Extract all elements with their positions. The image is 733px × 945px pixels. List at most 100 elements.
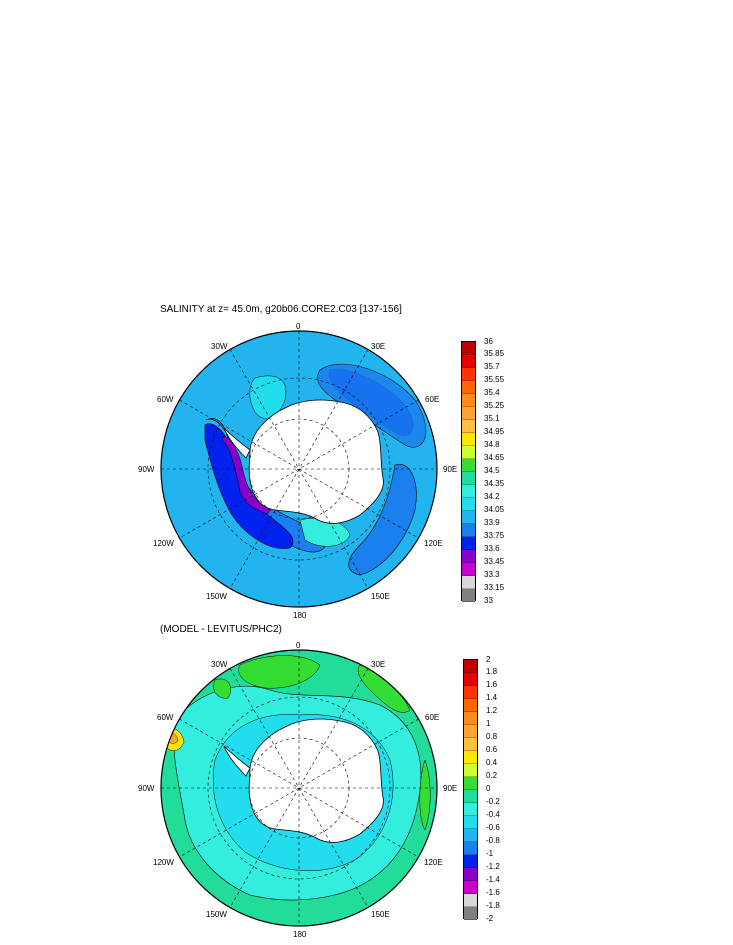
legend-swatch xyxy=(462,485,475,498)
legend-swatch xyxy=(464,842,477,855)
legend-tick: 33 xyxy=(484,596,493,605)
graticule xyxy=(161,331,437,607)
legend-swatch xyxy=(462,420,475,433)
legend-tick: 34.95 xyxy=(484,427,505,436)
legend-swatch xyxy=(464,816,477,829)
lon-label-150e: 150E xyxy=(371,592,390,601)
map-ocean-fill xyxy=(161,650,437,926)
legend-swatch xyxy=(462,576,475,589)
legend-swatch xyxy=(464,660,477,673)
legend-swatch xyxy=(462,459,475,472)
legend-tick: -1.6 xyxy=(486,888,500,897)
legend-swatch xyxy=(464,868,477,881)
diff-region-yellow xyxy=(164,727,185,751)
legend-tick: 34.05 xyxy=(484,505,505,514)
diff-region-green-west xyxy=(213,678,231,699)
legend-tick: 1.2 xyxy=(486,706,498,715)
legend-tick: 35.55 xyxy=(484,375,505,384)
legend-tick: 34.8 xyxy=(484,440,500,449)
legend-swatch xyxy=(464,881,477,894)
legend-swatch xyxy=(462,472,475,485)
lon-label-180: 180 xyxy=(293,930,307,939)
lon-label-90w: 90W xyxy=(138,465,155,474)
legend-swatch xyxy=(464,855,477,868)
legend-swatch xyxy=(464,803,477,816)
legend-colorbar xyxy=(461,341,476,602)
legend-tick: 1.4 xyxy=(486,693,498,702)
legend-tick: 33.45 xyxy=(484,557,505,566)
legend-difference: 2 1.8 1.6 1.4 1.2 1 0.8 0.6 0.4 0.2 0 -0… xyxy=(463,655,523,923)
legend-tick: 34.35 xyxy=(484,479,505,488)
diff-region-green-north xyxy=(238,655,321,689)
legend-swatch xyxy=(462,355,475,368)
legend-swatch xyxy=(464,699,477,712)
legend-tick: 0.8 xyxy=(486,732,498,741)
diff-region-cyan-inner xyxy=(212,714,394,871)
diff-region-orange xyxy=(166,732,179,744)
legend-swatch xyxy=(464,686,477,699)
legend-swatch xyxy=(464,673,477,686)
chart-title: SALINITY at z= 45.0m, g20b06.CORE2.C03 [… xyxy=(160,304,402,315)
salinity-region-purple xyxy=(221,435,270,514)
legend-tick: 35.1 xyxy=(484,414,500,423)
lon-label-150w: 150W xyxy=(206,592,227,601)
legend-tick: 0 xyxy=(486,784,491,793)
legend-swatch xyxy=(464,777,477,790)
antarctic-peninsula xyxy=(223,745,251,777)
legend-swatch xyxy=(464,725,477,738)
legend-swatch xyxy=(464,790,477,803)
legend-tick: 33.15 xyxy=(484,583,505,592)
legend-tick: -0.6 xyxy=(486,823,500,832)
lon-label-120w: 120W xyxy=(153,858,174,867)
legend-tick: 33.75 xyxy=(484,531,505,540)
legend-salinity: 36 35.85 35.7 35.55 35.4 35.25 35.1 34.9… xyxy=(461,337,521,605)
legend-tick: -1.2 xyxy=(486,862,500,871)
legend-swatch xyxy=(462,537,475,550)
map-ocean-fill xyxy=(161,331,437,607)
legend-swatch xyxy=(462,524,475,537)
lon-label-150w: 150W xyxy=(206,910,227,919)
salinity-region-low-east xyxy=(328,368,414,437)
lon-label-120w: 120W xyxy=(153,539,174,548)
legend-swatch xyxy=(464,712,477,725)
diff-region-green-ne xyxy=(357,664,411,713)
legend-tick: 35.4 xyxy=(484,388,500,397)
legend-swatch xyxy=(462,498,475,511)
legend-swatch xyxy=(462,342,475,355)
lon-label-60e: 60E xyxy=(425,395,440,404)
legend-swatch xyxy=(464,738,477,751)
antarctica-landmass xyxy=(248,399,384,524)
lon-label-60w: 60W xyxy=(157,395,174,404)
legend-colorbar xyxy=(463,659,478,920)
map-border xyxy=(160,330,438,608)
legend-swatch xyxy=(464,907,477,920)
difference-field xyxy=(161,650,437,926)
legend-tick: 0.2 xyxy=(486,771,498,780)
legend-tick: 35.85 xyxy=(484,349,505,358)
lon-label-30w: 30W xyxy=(211,342,228,351)
lon-label-180: 180 xyxy=(293,611,307,620)
legend-tick: 2 xyxy=(486,655,491,664)
lon-label-150e: 150E xyxy=(371,910,390,919)
antarctica-landmass xyxy=(248,718,384,843)
lon-label-60e: 60E xyxy=(425,713,440,722)
lon-label-120e: 120E xyxy=(424,858,443,867)
salinity-field xyxy=(161,331,437,607)
legend-swatch xyxy=(462,381,475,394)
salinity-region-southeast-band xyxy=(348,463,417,576)
salinity-region-fresh-band xyxy=(205,418,327,553)
legend-tick: -1 xyxy=(486,849,494,858)
lon-label-120e: 120E xyxy=(424,539,443,548)
legend-tick: 1.8 xyxy=(486,667,498,676)
legend-swatch xyxy=(464,894,477,907)
lon-label-0: 0 xyxy=(296,322,301,331)
chart-subtitle: (MODEL - LEVITUS/PHC2) xyxy=(160,624,282,635)
legend-tick: 33.9 xyxy=(484,518,500,527)
antarctic-peninsula xyxy=(223,427,251,459)
legend-tick: -0.4 xyxy=(486,810,500,819)
legend-tick: 36 xyxy=(484,337,493,346)
lon-label-0: 0 xyxy=(296,641,301,650)
diff-region-green-east xyxy=(419,759,431,831)
legend-tick: 0.4 xyxy=(486,758,498,767)
